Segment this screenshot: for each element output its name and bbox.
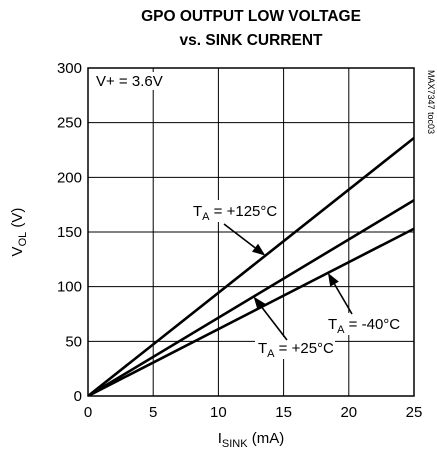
series-label-25-main: T (258, 340, 267, 357)
x-tick-labels: 0 5 10 15 20 25 (84, 404, 423, 421)
series-label-25-rest: = +25°C (275, 340, 335, 357)
y-tick-250: 250 (57, 115, 82, 132)
y-axis-label-unit: (V) (9, 208, 26, 232)
supply-annotation: V+ = 3.6V (96, 73, 163, 90)
x-tick-20: 20 (340, 404, 357, 421)
y-axis-label: VOL (V) (9, 208, 29, 257)
part-code: MAX7347 toc03 (426, 70, 436, 134)
x-tick-25: 25 (406, 404, 423, 421)
series-label-m40-bg (326, 313, 402, 335)
x-axis-label-unit: (mA) (248, 430, 285, 447)
x-tick-5: 5 (149, 404, 157, 421)
y-tick-200: 200 (57, 169, 82, 186)
arrow-25c-head (253, 296, 266, 310)
series-label-125: TA = +125°C (190, 200, 282, 223)
series-label-25: TA = +25°C (255, 337, 335, 360)
y-tick-150: 150 (57, 224, 82, 241)
chart-title-line-1: GPO OUTPUT LOW VOLTAGE (141, 8, 361, 25)
arrow-125c-head (251, 243, 266, 256)
series-label-125-text: TA = +125°C (193, 203, 277, 223)
series-line-25c (88, 199, 414, 396)
grid (88, 68, 414, 396)
series-label-m40-rest: = -40°C (345, 316, 401, 333)
chart-title-line-2: vs. SINK CURRENT (180, 32, 323, 49)
y-tick-0: 0 (74, 388, 82, 405)
x-tick-0: 0 (84, 404, 92, 421)
arrow-125c-shaft (223, 223, 256, 249)
arrow-m40c-head (327, 272, 339, 287)
series-label-125-main: T (193, 203, 202, 220)
series-label-m40-sub: A (337, 324, 345, 336)
series-line-m40c (88, 227, 414, 396)
series-label-m40-text: TA = -40°C (328, 316, 400, 336)
x-tick-10: 10 (210, 404, 227, 421)
supply-annotation-bg (92, 72, 178, 90)
x-axis-label-sub: SINK (222, 438, 248, 450)
y-tick-300: 300 (57, 60, 82, 77)
series-group (88, 136, 414, 396)
arrow-m40c (327, 272, 353, 315)
arrow-25c-shaft (260, 306, 288, 341)
y-tick-50: 50 (65, 333, 82, 350)
series-line-125c (88, 136, 414, 396)
series-label-125-sub: A (202, 211, 210, 223)
x-tick-15: 15 (275, 404, 292, 421)
series-label-125-bg (190, 200, 282, 222)
y-tick-labels: 0 50 100 150 200 250 300 (57, 60, 82, 405)
x-axis-label: ISINK (mA) (218, 430, 285, 450)
y-axis-label-main: V (9, 246, 26, 256)
series-label-25-sub: A (267, 348, 275, 360)
label-arrows (223, 223, 353, 341)
arrow-m40c-shaft (333, 283, 353, 315)
series-label-25-text: TA = +25°C (258, 340, 334, 360)
plot-frame (87, 67, 415, 397)
series-label-25-bg (255, 337, 335, 359)
y-tick-100: 100 (57, 279, 82, 296)
series-label-125-rest: = +125°C (210, 203, 278, 220)
x-axis-label-main: I (218, 430, 222, 447)
y-axis-label-sub: OL (17, 232, 29, 247)
arrow-25c (253, 296, 288, 341)
arrow-125c (223, 223, 266, 256)
series-label-m40: TA = -40°C (326, 313, 402, 336)
series-label-m40-main: T (328, 316, 337, 333)
